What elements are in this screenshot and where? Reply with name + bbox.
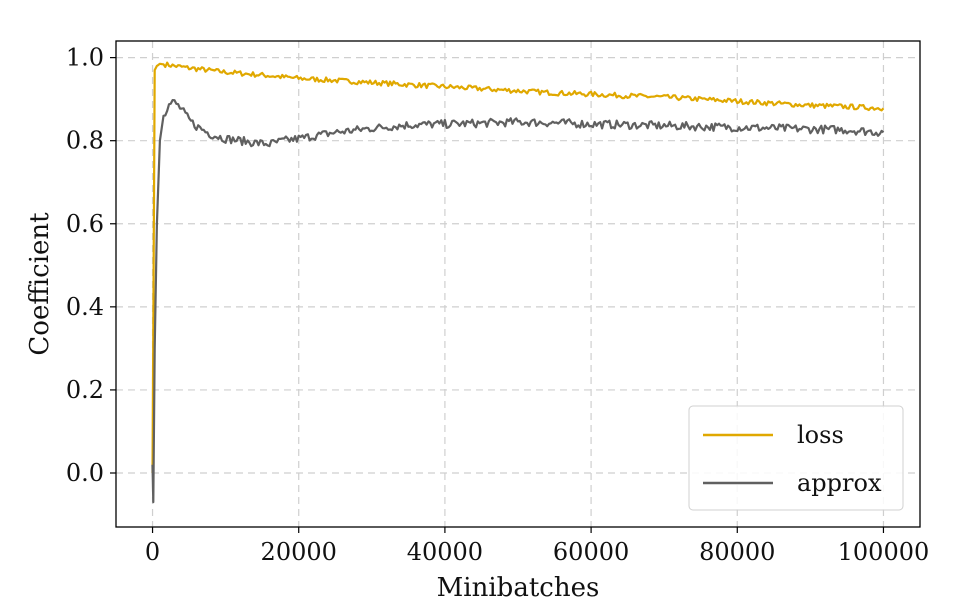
x-tick-label: 100000 xyxy=(838,538,930,566)
plot-frame xyxy=(115,40,921,528)
y-tick-label: 0.6 xyxy=(66,210,104,238)
y-tick-label: 0.4 xyxy=(66,293,104,321)
y-tick-label: 0.8 xyxy=(66,127,104,155)
legend-label-approx: approx xyxy=(797,469,882,497)
legend-label-loss: loss xyxy=(797,421,844,449)
axes-ticks: 0 20000 40000 60000 80000 100000 0.0 0.2 0.4 0.6 0… xyxy=(66,44,929,566)
series-line-approx xyxy=(151,98,885,504)
x-tick-label: 80000 xyxy=(699,538,775,566)
x-tick-label: 0 xyxy=(145,538,160,566)
plot-area xyxy=(151,61,885,504)
x-tick-label: 40000 xyxy=(407,538,483,566)
y-tick-label: 0.2 xyxy=(66,376,104,404)
x-tick-label: 60000 xyxy=(553,538,629,566)
y-axis-label: Coefficient xyxy=(25,212,55,356)
x-axis-label: Minibatches xyxy=(437,573,600,603)
grid xyxy=(116,41,920,527)
series-line-loss xyxy=(151,61,885,474)
x-tick-label: 20000 xyxy=(261,538,337,566)
legend: loss approx xyxy=(688,405,904,511)
y-tick-label: 1.0 xyxy=(66,44,104,72)
y-tick-label: 0.0 xyxy=(66,459,104,487)
